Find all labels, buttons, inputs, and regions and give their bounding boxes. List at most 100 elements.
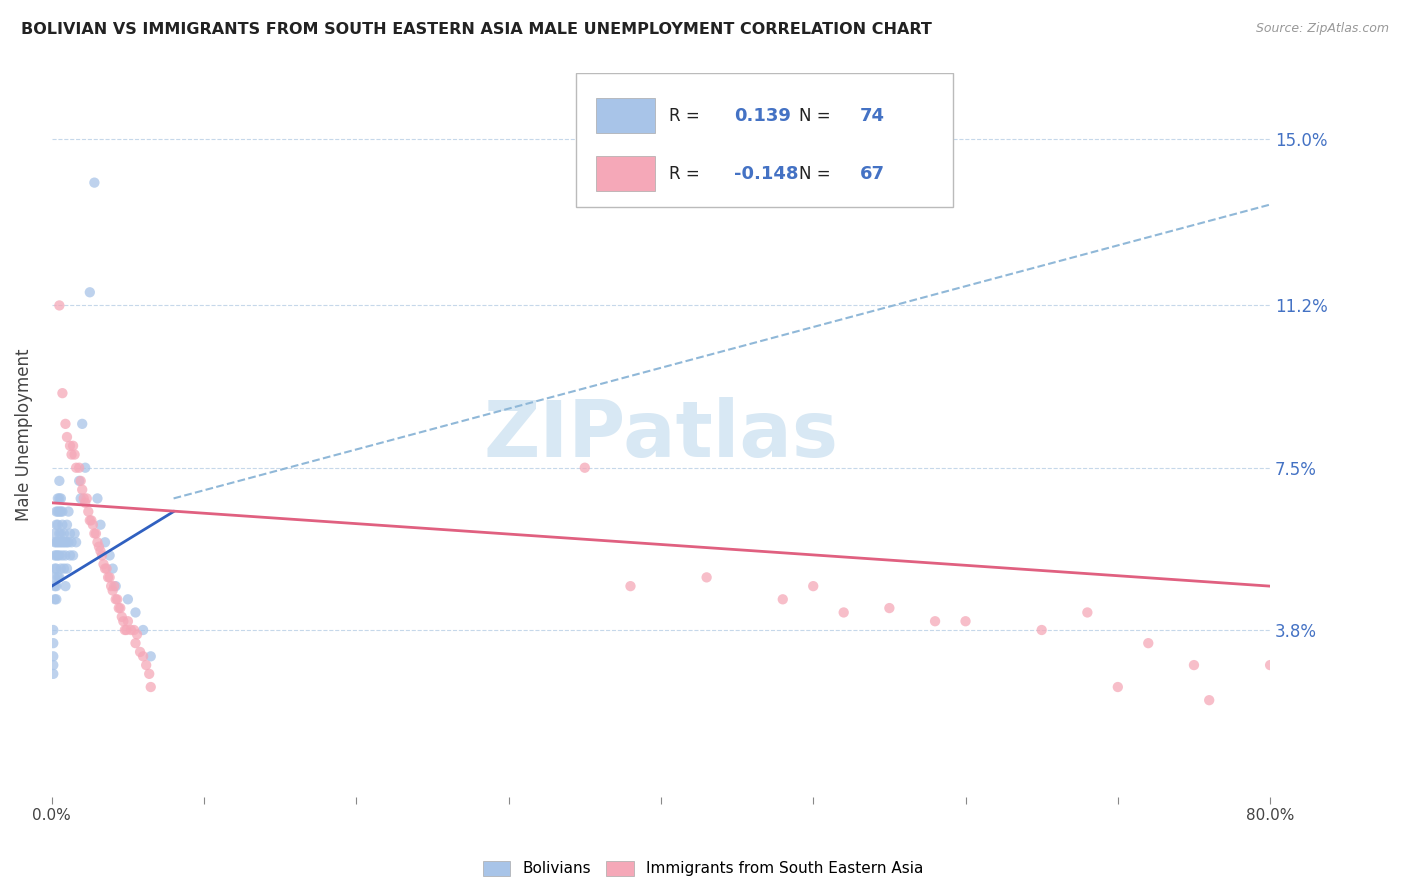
Point	[45, 592, 67, 607]
Point	[619, 579, 641, 593]
Point	[104, 579, 127, 593]
Bar	[596, 98, 655, 133]
Point	[58, 535, 80, 549]
Point	[45, 505, 67, 519]
Point	[49, 561, 72, 575]
Point	[45, 561, 67, 575]
Point	[45, 579, 67, 593]
Point	[46, 517, 69, 532]
Point	[77, 505, 100, 519]
Point	[97, 570, 120, 584]
Point	[62, 439, 84, 453]
Point	[1182, 658, 1205, 673]
Point	[48, 298, 70, 312]
Point	[574, 460, 596, 475]
Point	[51, 517, 73, 532]
Point	[84, 526, 107, 541]
Point	[46, 491, 69, 506]
Point	[44, 549, 66, 563]
Point	[139, 680, 162, 694]
Point	[115, 623, 138, 637]
Point	[112, 614, 135, 628]
Legend: Bolivians, Immigrants from South Eastern Asia: Bolivians, Immigrants from South Eastern…	[477, 855, 929, 882]
Point	[924, 614, 946, 628]
Text: R =: R =	[669, 164, 706, 183]
Point	[100, 579, 122, 593]
Point	[83, 176, 105, 190]
Point	[1258, 658, 1281, 673]
Point	[76, 491, 98, 506]
Point	[45, 535, 67, 549]
Point	[55, 549, 77, 563]
Point	[67, 460, 90, 475]
Point	[67, 474, 90, 488]
Point	[51, 386, 73, 401]
Point	[45, 517, 67, 532]
Point	[124, 636, 146, 650]
Text: BOLIVIAN VS IMMIGRANTS FROM SOUTH EASTERN ASIA MALE UNEMPLOYMENT CORRELATION CHA: BOLIVIAN VS IMMIGRANTS FROM SOUTH EASTER…	[21, 22, 932, 37]
Point	[832, 606, 855, 620]
Point	[124, 606, 146, 620]
Point	[87, 540, 110, 554]
Point	[122, 623, 145, 637]
Point	[42, 658, 65, 673]
Point	[79, 513, 101, 527]
Point	[79, 285, 101, 300]
Point	[1031, 623, 1053, 637]
Point	[51, 505, 73, 519]
Point	[120, 623, 142, 637]
Point	[60, 448, 83, 462]
Point	[56, 561, 79, 575]
Point	[56, 535, 79, 549]
Point	[101, 583, 124, 598]
FancyBboxPatch shape	[575, 73, 953, 207]
Point	[98, 549, 121, 563]
Point	[98, 570, 121, 584]
Point	[103, 579, 125, 593]
Point	[86, 535, 108, 549]
Text: R =: R =	[669, 107, 706, 125]
Point	[135, 658, 157, 673]
Point	[55, 579, 77, 593]
Point	[89, 517, 111, 532]
Point	[879, 601, 901, 615]
Point	[49, 505, 72, 519]
Point	[94, 535, 117, 549]
Point	[129, 645, 152, 659]
Point	[83, 526, 105, 541]
Point	[772, 592, 794, 607]
Point	[114, 623, 136, 637]
Text: 67: 67	[859, 164, 884, 183]
Point	[70, 483, 93, 497]
Point	[101, 561, 124, 575]
Point	[132, 623, 155, 637]
Point	[48, 526, 70, 541]
Point	[48, 535, 70, 549]
Point	[70, 417, 93, 431]
Point	[117, 592, 139, 607]
Point	[117, 614, 139, 628]
Point	[69, 474, 91, 488]
Point	[42, 666, 65, 681]
Point	[59, 526, 82, 541]
Point	[52, 535, 75, 549]
Point	[44, 579, 66, 593]
Point	[139, 649, 162, 664]
Point	[52, 561, 75, 575]
Text: 74: 74	[859, 107, 884, 125]
Point	[52, 526, 75, 541]
Point	[55, 417, 77, 431]
Point	[104, 592, 127, 607]
Point	[110, 601, 132, 615]
Point	[59, 549, 82, 563]
Point	[42, 649, 65, 664]
Point	[44, 561, 66, 575]
Point	[75, 460, 97, 475]
Point	[107, 601, 129, 615]
Point	[696, 570, 718, 584]
Point	[58, 505, 80, 519]
Point	[56, 517, 79, 532]
Text: N =: N =	[799, 107, 835, 125]
Point	[44, 526, 66, 541]
Point	[51, 535, 73, 549]
